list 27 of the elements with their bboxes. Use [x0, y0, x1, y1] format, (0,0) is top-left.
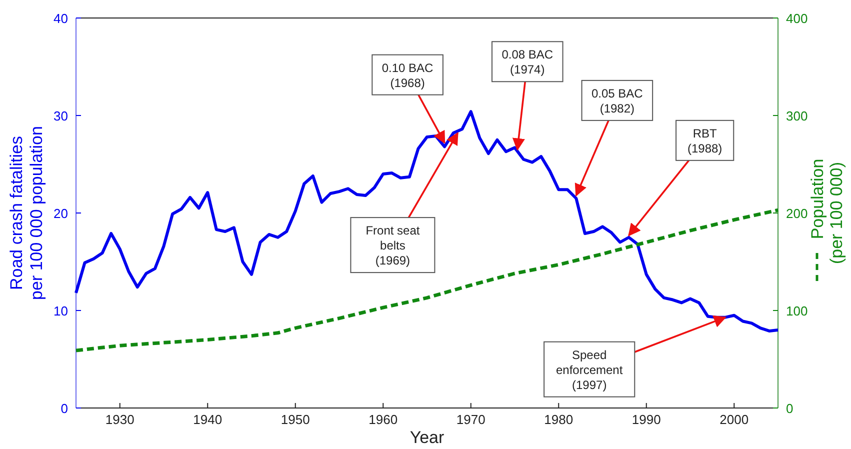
y-axis-title: Road crash fatalities per 100 000 population	[7, 126, 46, 300]
x-tick-label: 1970	[456, 412, 486, 427]
x-axis-title: Year	[410, 428, 445, 447]
x-tick-label: 1990	[632, 412, 661, 427]
annotation: 0.10 BAC (1968)	[382, 60, 434, 90]
y2-axis-title: Population (per 100 000)	[808, 158, 846, 264]
y-tick-label: 10	[54, 304, 68, 318]
annotation: Speed enforcement (1997)	[556, 348, 624, 392]
annotation: 0.05 BAC (1982)	[591, 86, 644, 116]
x-tick-label: 1960	[368, 412, 398, 427]
y-tick-label: 40	[54, 11, 68, 26]
y2-tick-label: 200	[786, 206, 808, 221]
y2-tick-label: 400	[786, 11, 808, 26]
y2-tick-label: 300	[786, 108, 808, 124]
y-tick-label: 0	[60, 401, 68, 416]
y2-tick-label: 100	[786, 304, 808, 318]
x-tick-label: 1940	[193, 412, 222, 427]
annotation: Front seat belts (1969)	[366, 224, 420, 268]
x-tick-label: 1980	[544, 412, 574, 427]
x-tick-label: 2000	[720, 412, 749, 427]
y-tick-label: 30	[54, 108, 68, 124]
x-tick-label: 1950	[280, 412, 310, 427]
x-tick-label: 1930	[105, 412, 134, 427]
annotation: RBT (1988)	[687, 126, 722, 156]
annotation: 0.08 BAC (1974)	[502, 48, 554, 77]
y2-tick-label: 0	[786, 401, 794, 416]
y-tick-label: 20	[54, 206, 68, 221]
